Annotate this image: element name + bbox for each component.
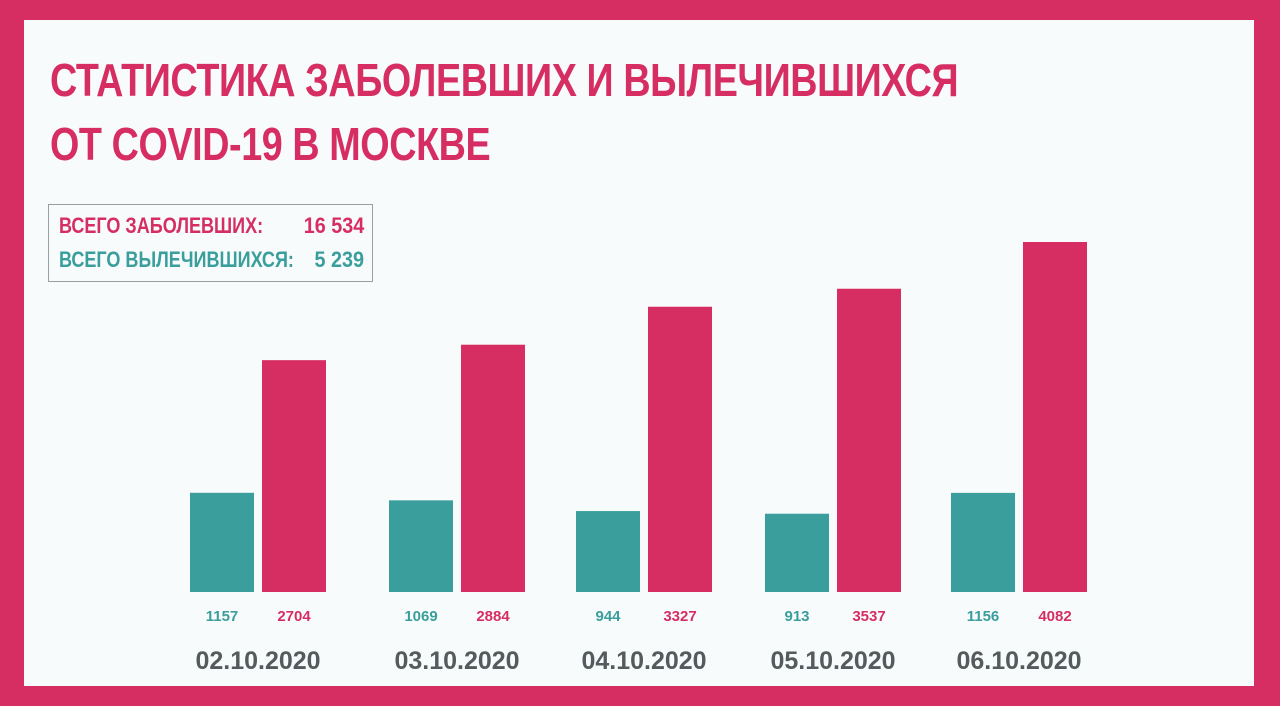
infected-bar-1 bbox=[262, 360, 326, 592]
infected-bar-2 bbox=[461, 344, 525, 592]
infected-value-label-2: 2884 bbox=[476, 608, 510, 625]
date-label-2: 03.10.2020 bbox=[394, 647, 519, 675]
date-label-3: 04.10.2020 bbox=[581, 647, 706, 675]
infected-value-label-3: 3327 bbox=[663, 608, 696, 625]
recovered-bar-1 bbox=[190, 492, 254, 592]
recovered-value-label-3: 944 bbox=[595, 608, 621, 625]
date-label-1: 02.10.2020 bbox=[195, 647, 320, 675]
recovered-value-label-2: 1069 bbox=[404, 608, 437, 625]
title-line-2: ОТ COVID-19 В МОСКВЕ bbox=[50, 118, 491, 170]
title-line-1: СТАТИСТИКА ЗАБОЛЕВШИХ И ВЫЛЕЧИВШИХСЯ bbox=[50, 54, 959, 106]
total-recovered-value: 5 239 bbox=[314, 247, 364, 272]
recovered-value-label-1: 1157 bbox=[206, 608, 239, 625]
total-infected-label: ВСЕГО ЗАБОЛЕВШИХ: bbox=[59, 213, 264, 238]
infected-bar-5 bbox=[1023, 242, 1087, 592]
infected-value-label-4: 3537 bbox=[852, 608, 885, 625]
page-title: СТАТИСТИКА ЗАБОЛЕВШИХ И ВЫЛЕЧИВШИХСЯ ОТ … bbox=[50, 48, 959, 176]
recovered-value-label-4: 913 bbox=[784, 608, 809, 625]
recovered-bar-4 bbox=[765, 513, 829, 592]
infected-value-label-1: 2704 bbox=[277, 608, 311, 625]
recovered-bar-5 bbox=[951, 492, 1015, 592]
infected-value-label-5: 4082 bbox=[1038, 608, 1071, 625]
date-label-5: 06.10.2020 bbox=[956, 647, 1081, 675]
recovered-bar-3 bbox=[576, 511, 640, 592]
infected-bar-3 bbox=[648, 306, 712, 592]
total-infected-value: 16 534 bbox=[303, 213, 364, 238]
infected-bar-4 bbox=[837, 288, 901, 592]
recovered-bar-2 bbox=[389, 500, 453, 592]
recovered-value-label-5: 1156 bbox=[967, 608, 1000, 625]
date-label-4: 05.10.2020 bbox=[770, 647, 895, 675]
total-recovered-label: ВСЕГО ВЫЛЕЧИВШИХСЯ: bbox=[59, 247, 294, 272]
totals-box: ВСЕГО ЗАБОЛЕВШИХ: 16 534 ВСЕГО ВЫЛЕЧИВШИ… bbox=[48, 204, 373, 282]
